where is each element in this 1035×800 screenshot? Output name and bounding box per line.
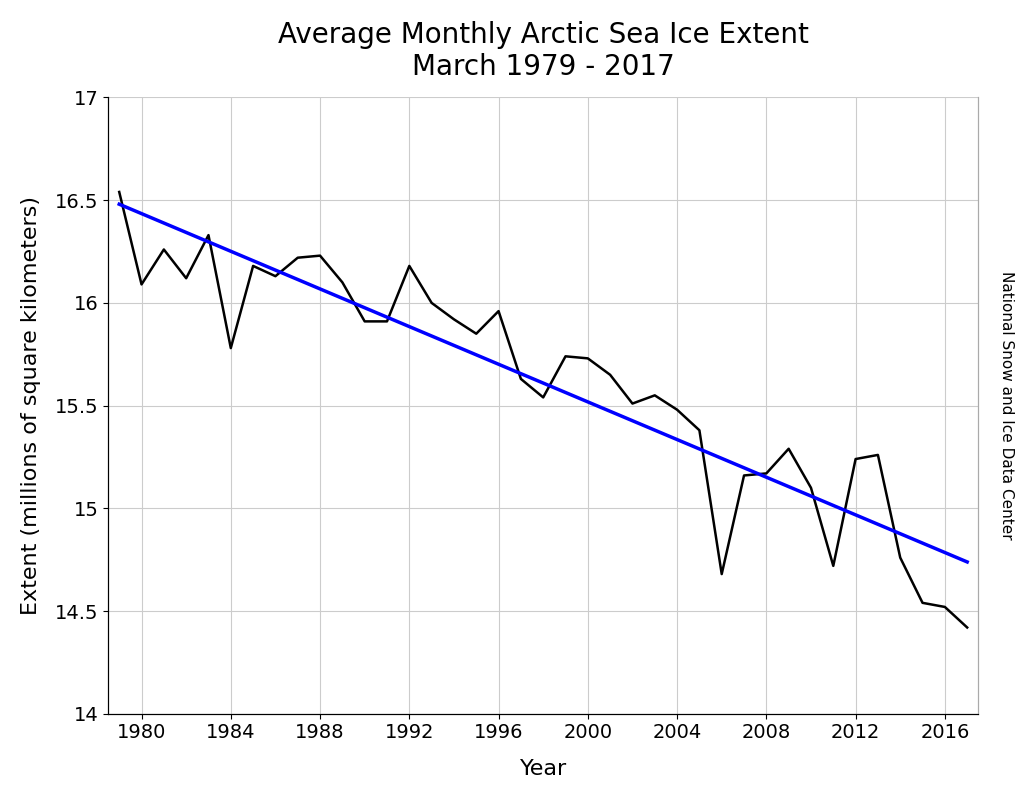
Y-axis label: National Snow and Ice Data Center: National Snow and Ice Data Center xyxy=(999,271,1014,540)
Title: Average Monthly Arctic Sea Ice Extent
March 1979 - 2017: Average Monthly Arctic Sea Ice Extent Ma… xyxy=(277,21,808,82)
X-axis label: Year: Year xyxy=(520,759,567,779)
Y-axis label: Extent (millions of square kilometers): Extent (millions of square kilometers) xyxy=(21,196,40,615)
